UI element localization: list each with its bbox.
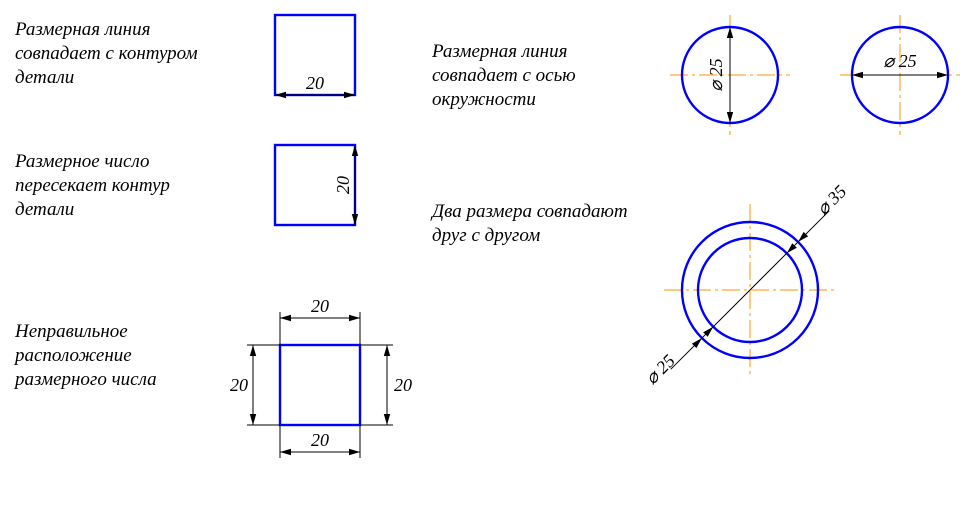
figure-ring: ⌀ 35 ⌀ 25 [600, 160, 920, 420]
figure-circle-1: ⌀ 25 [660, 10, 800, 150]
svg-text:⌀ 35: ⌀ 35 [813, 181, 851, 219]
figure-circle-2: ⌀ 25 [830, 10, 970, 150]
figure-square-2: 20 [270, 140, 400, 250]
label-1: Размерная линия совпадает с контуром дет… [15, 18, 225, 89]
label-4: Размерная линия совпадает с осью окружно… [432, 40, 632, 111]
svg-text:20: 20 [333, 176, 353, 194]
svg-text:⌀ 25: ⌀ 25 [641, 351, 679, 389]
label-3: Неправильное расположение размерного чис… [15, 320, 225, 391]
svg-text:20: 20 [230, 375, 248, 395]
svg-text:⌀ 25: ⌀ 25 [883, 51, 916, 71]
figure-square-1: 20 [270, 10, 380, 120]
figure-square-3: 20 20 20 20 [210, 275, 430, 495]
svg-text:20: 20 [311, 430, 329, 450]
label-2: Размерное число пересекает контур детали [15, 150, 225, 221]
svg-text:20: 20 [306, 73, 324, 93]
svg-text:20: 20 [394, 375, 412, 395]
svg-text:20: 20 [311, 296, 329, 316]
svg-text:⌀ 25: ⌀ 25 [706, 58, 726, 91]
